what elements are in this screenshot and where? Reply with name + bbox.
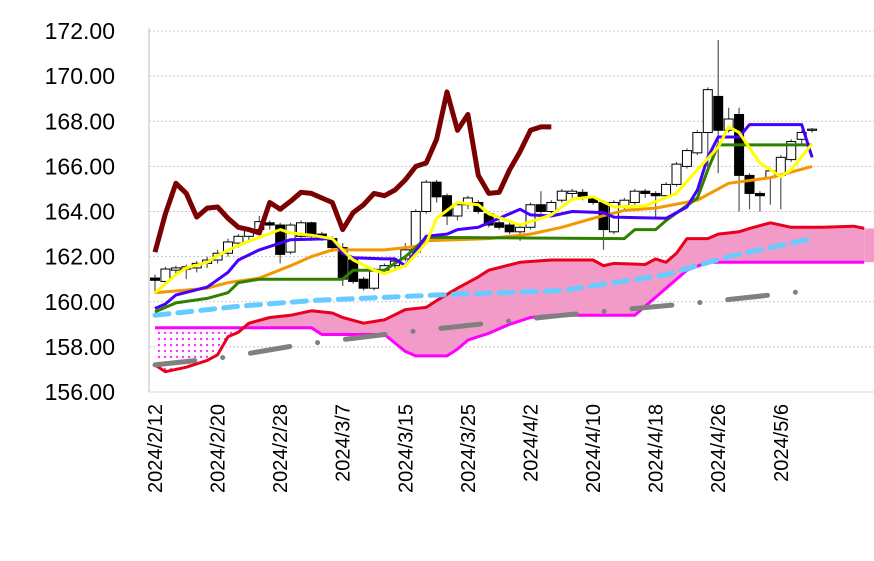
candle-body-up [160,268,171,282]
candle-body-up [369,269,380,289]
candle [629,188,640,205]
y-tick-label: 156.00 [45,379,115,405]
candle-body-down [744,174,755,194]
candle-body-up [296,222,307,237]
candle-body-down [494,222,505,228]
candle-body-down [535,204,546,212]
candle [296,220,307,239]
candle [734,107,745,212]
candle [640,188,651,198]
y-tick-label: 168.00 [45,108,115,134]
candle [775,155,786,210]
y-axis: 156.00 158.00 160.00 162.00 164.00 166.00 168.… [45,18,150,405]
candle-body-up [421,181,432,212]
y-tick-label: 166.00 [45,153,115,179]
x-tick-label: 2024/5/6 [771,404,793,482]
candle [754,191,765,212]
chikou-line [152,89,552,253]
kijun-line [154,143,813,314]
candle [598,200,609,250]
x-tick-label: 2024/4/2 [520,404,542,482]
y-tick-label: 164.00 [45,199,115,225]
candle-body-down [264,222,275,226]
candle-body-down [275,224,286,255]
y-tick-label: 162.00 [45,244,115,270]
tenkan-line [154,123,814,310]
candle-body-down [358,278,369,289]
candle-body-down [713,95,724,131]
candle-body-up [452,204,463,217]
candle [786,139,797,162]
candle-body-up [170,267,181,271]
candle-body-up [692,132,703,154]
candle [556,188,567,203]
candle-body-up [807,128,818,131]
x-tick-label: 2024/4/26 [708,404,730,493]
candle-body-up [546,201,557,213]
x-tick-label: 2024/3/7 [333,404,355,482]
candle [504,222,515,235]
candle [421,179,432,214]
candle-body-down [754,192,765,197]
candle [452,202,463,221]
candle-body-up [671,163,682,185]
candle [650,191,661,219]
candle-body-down [640,190,651,194]
candle [681,148,692,169]
candle [494,220,505,230]
x-tick-label: 2024/3/25 [458,404,480,493]
candle-body-up [233,235,244,244]
candle-body-up [629,190,640,203]
candle-body-down [431,181,442,198]
candle [264,220,275,230]
candle [358,276,369,291]
candle [661,182,672,198]
candle-body-down [504,224,515,233]
candle-body-up [723,118,734,131]
y-tick-label: 160.00 [45,289,115,315]
ma-long-line [152,236,815,318]
candle [671,161,682,187]
candle [567,188,578,198]
y-tick-label: 170.00 [45,63,115,89]
candle [765,168,776,205]
x-tick-label: 2024/3/15 [395,404,417,493]
candle [160,266,171,284]
y-tick-label: 172.00 [45,18,115,44]
candle [744,173,755,210]
cloud-extension [864,228,874,263]
candle-body-up [567,190,578,194]
senkou-span-a-line [154,221,865,374]
y-tick-label: 158.00 [45,334,115,360]
candle-body-up [515,226,526,233]
candle-body-down [650,192,661,197]
candle [713,40,724,174]
x-tick-label: 2024/2/28 [270,404,292,493]
x-tick-label: 2024/4/10 [583,404,605,493]
candle [807,128,818,133]
candle [535,191,546,214]
x-axis: 2024/2/12 2024/2/20 2024/2/28 2024/3/7 2024/… [145,391,874,493]
candle-body-up [786,141,797,161]
candle [150,274,160,293]
x-tick-label: 2024/2/12 [145,404,167,493]
ma-short-line [154,125,814,294]
candle [692,130,703,156]
candle [431,179,442,203]
lines-front [152,89,814,314]
candle-body-up [556,190,567,201]
x-tick-label: 2024/4/18 [646,404,668,493]
candle [546,200,557,214]
candle-body-up [661,183,672,197]
candle-body-up [681,150,692,167]
candle-body-down [150,277,160,281]
x-tick-label: 2024/2/20 [208,404,230,493]
lines-back [152,221,865,374]
candle-body-up [702,89,713,134]
